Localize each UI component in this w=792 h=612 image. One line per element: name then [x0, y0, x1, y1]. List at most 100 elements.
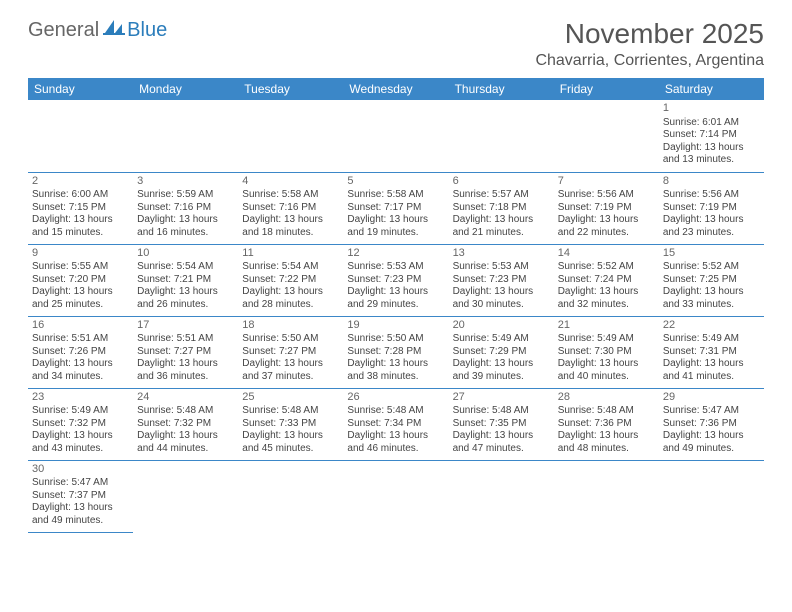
day-cell: 19Sunrise: 5:50 AMSunset: 7:28 PMDayligh… — [343, 316, 448, 388]
day-cell: 13Sunrise: 5:53 AMSunset: 7:23 PMDayligh… — [449, 244, 554, 316]
calendar-head: SundayMondayTuesdayWednesdayThursdayFrid… — [28, 78, 764, 100]
day-cell: 15Sunrise: 5:52 AMSunset: 7:25 PMDayligh… — [659, 244, 764, 316]
day-cell: 14Sunrise: 5:52 AMSunset: 7:24 PMDayligh… — [554, 244, 659, 316]
day-info: Sunrise: 5:49 AMSunset: 7:29 PMDaylight:… — [453, 333, 550, 383]
day-number: 22 — [663, 319, 760, 333]
weekday-header: Tuesday — [238, 78, 343, 100]
day-number: 4 — [242, 175, 339, 189]
day-cell: 2Sunrise: 6:00 AMSunset: 7:15 PMDaylight… — [28, 172, 133, 244]
day-number: 29 — [663, 391, 760, 405]
day-info: Sunrise: 5:53 AMSunset: 7:23 PMDaylight:… — [347, 261, 444, 311]
calendar-row: 30Sunrise: 5:47 AMSunset: 7:37 PMDayligh… — [28, 460, 764, 532]
day-number: 25 — [242, 391, 339, 405]
day-info: Sunrise: 5:48 AMSunset: 7:36 PMDaylight:… — [558, 405, 655, 455]
empty-cell — [659, 460, 764, 532]
day-info: Sunrise: 5:49 AMSunset: 7:31 PMDaylight:… — [663, 333, 760, 383]
day-info: Sunrise: 5:48 AMSunset: 7:34 PMDaylight:… — [347, 405, 444, 455]
day-cell: 23Sunrise: 5:49 AMSunset: 7:32 PMDayligh… — [28, 388, 133, 460]
title-block: November 2025 Chavarria, Corrientes, Arg… — [535, 18, 764, 70]
calendar-body: 1Sunrise: 6:01 AMSunset: 7:14 PMDaylight… — [28, 100, 764, 532]
day-cell: 21Sunrise: 5:49 AMSunset: 7:30 PMDayligh… — [554, 316, 659, 388]
day-info: Sunrise: 5:56 AMSunset: 7:19 PMDaylight:… — [663, 189, 760, 239]
day-number: 28 — [558, 391, 655, 405]
weekday-header: Thursday — [449, 78, 554, 100]
weekday-row: SundayMondayTuesdayWednesdayThursdayFrid… — [28, 78, 764, 100]
day-number: 10 — [137, 247, 234, 261]
day-number: 7 — [558, 175, 655, 189]
day-number: 13 — [453, 247, 550, 261]
weekday-header: Wednesday — [343, 78, 448, 100]
empty-cell — [238, 100, 343, 172]
day-cell: 3Sunrise: 5:59 AMSunset: 7:16 PMDaylight… — [133, 172, 238, 244]
day-info: Sunrise: 5:54 AMSunset: 7:21 PMDaylight:… — [137, 261, 234, 311]
empty-cell — [343, 100, 448, 172]
empty-cell — [133, 460, 238, 532]
weekday-header: Sunday — [28, 78, 133, 100]
empty-cell — [554, 100, 659, 172]
day-info: Sunrise: 5:56 AMSunset: 7:19 PMDaylight:… — [558, 189, 655, 239]
day-cell: 26Sunrise: 5:48 AMSunset: 7:34 PMDayligh… — [343, 388, 448, 460]
day-number: 19 — [347, 319, 444, 333]
day-info: Sunrise: 5:58 AMSunset: 7:17 PMDaylight:… — [347, 189, 444, 239]
day-number: 26 — [347, 391, 444, 405]
day-cell: 10Sunrise: 5:54 AMSunset: 7:21 PMDayligh… — [133, 244, 238, 316]
empty-cell — [343, 460, 448, 532]
day-cell: 11Sunrise: 5:54 AMSunset: 7:22 PMDayligh… — [238, 244, 343, 316]
day-number: 2 — [32, 175, 129, 189]
day-cell: 28Sunrise: 5:48 AMSunset: 7:36 PMDayligh… — [554, 388, 659, 460]
day-info: Sunrise: 5:50 AMSunset: 7:28 PMDaylight:… — [347, 333, 444, 383]
day-info: Sunrise: 5:52 AMSunset: 7:24 PMDaylight:… — [558, 261, 655, 311]
day-number: 9 — [32, 247, 129, 261]
calendar-row: 23Sunrise: 5:49 AMSunset: 7:32 PMDayligh… — [28, 388, 764, 460]
day-cell: 17Sunrise: 5:51 AMSunset: 7:27 PMDayligh… — [133, 316, 238, 388]
day-info: Sunrise: 6:00 AMSunset: 7:15 PMDaylight:… — [32, 189, 129, 239]
day-info: Sunrise: 5:48 AMSunset: 7:33 PMDaylight:… — [242, 405, 339, 455]
day-number: 23 — [32, 391, 129, 405]
day-cell: 20Sunrise: 5:49 AMSunset: 7:29 PMDayligh… — [449, 316, 554, 388]
day-info: Sunrise: 5:47 AMSunset: 7:36 PMDaylight:… — [663, 405, 760, 455]
day-cell: 16Sunrise: 5:51 AMSunset: 7:26 PMDayligh… — [28, 316, 133, 388]
calendar-row: 2Sunrise: 6:00 AMSunset: 7:15 PMDaylight… — [28, 172, 764, 244]
page-header: General Blue November 2025 Chavarria, Co… — [28, 18, 764, 70]
day-info: Sunrise: 5:54 AMSunset: 7:22 PMDaylight:… — [242, 261, 339, 311]
day-number: 14 — [558, 247, 655, 261]
month-title: November 2025 — [535, 18, 764, 50]
day-number: 3 — [137, 175, 234, 189]
day-cell: 24Sunrise: 5:48 AMSunset: 7:32 PMDayligh… — [133, 388, 238, 460]
day-number: 12 — [347, 247, 444, 261]
day-number: 24 — [137, 391, 234, 405]
brand-blue: Blue — [127, 19, 167, 42]
weekday-header: Saturday — [659, 78, 764, 100]
empty-cell — [238, 460, 343, 532]
day-cell: 18Sunrise: 5:50 AMSunset: 7:27 PMDayligh… — [238, 316, 343, 388]
empty-cell — [554, 460, 659, 532]
day-cell: 5Sunrise: 5:58 AMSunset: 7:17 PMDaylight… — [343, 172, 448, 244]
day-info: Sunrise: 5:51 AMSunset: 7:26 PMDaylight:… — [32, 333, 129, 383]
day-cell: 22Sunrise: 5:49 AMSunset: 7:31 PMDayligh… — [659, 316, 764, 388]
calendar-table: SundayMondayTuesdayWednesdayThursdayFrid… — [28, 78, 764, 533]
day-info: Sunrise: 5:53 AMSunset: 7:23 PMDaylight:… — [453, 261, 550, 311]
empty-cell — [28, 100, 133, 172]
day-number: 15 — [663, 247, 760, 261]
day-cell: 4Sunrise: 5:58 AMSunset: 7:16 PMDaylight… — [238, 172, 343, 244]
location-label: Chavarria, Corrientes, Argentina — [535, 52, 764, 70]
brand-logo: General Blue — [28, 18, 167, 42]
day-info: Sunrise: 5:51 AMSunset: 7:27 PMDaylight:… — [137, 333, 234, 383]
day-number: 16 — [32, 319, 129, 333]
day-info: Sunrise: 5:52 AMSunset: 7:25 PMDaylight:… — [663, 261, 760, 311]
day-cell: 27Sunrise: 5:48 AMSunset: 7:35 PMDayligh… — [449, 388, 554, 460]
day-number: 20 — [453, 319, 550, 333]
day-info: Sunrise: 5:58 AMSunset: 7:16 PMDaylight:… — [242, 189, 339, 239]
day-cell: 25Sunrise: 5:48 AMSunset: 7:33 PMDayligh… — [238, 388, 343, 460]
weekday-header: Friday — [554, 78, 659, 100]
day-number: 11 — [242, 247, 339, 261]
day-cell: 9Sunrise: 5:55 AMSunset: 7:20 PMDaylight… — [28, 244, 133, 316]
empty-cell — [449, 100, 554, 172]
day-cell: 1Sunrise: 6:01 AMSunset: 7:14 PMDaylight… — [659, 100, 764, 172]
calendar-row: 9Sunrise: 5:55 AMSunset: 7:20 PMDaylight… — [28, 244, 764, 316]
day-cell: 30Sunrise: 5:47 AMSunset: 7:37 PMDayligh… — [28, 460, 133, 532]
day-cell: 12Sunrise: 5:53 AMSunset: 7:23 PMDayligh… — [343, 244, 448, 316]
day-info: Sunrise: 5:55 AMSunset: 7:20 PMDaylight:… — [32, 261, 129, 311]
brand-general: General — [28, 19, 99, 42]
day-info: Sunrise: 5:48 AMSunset: 7:35 PMDaylight:… — [453, 405, 550, 455]
